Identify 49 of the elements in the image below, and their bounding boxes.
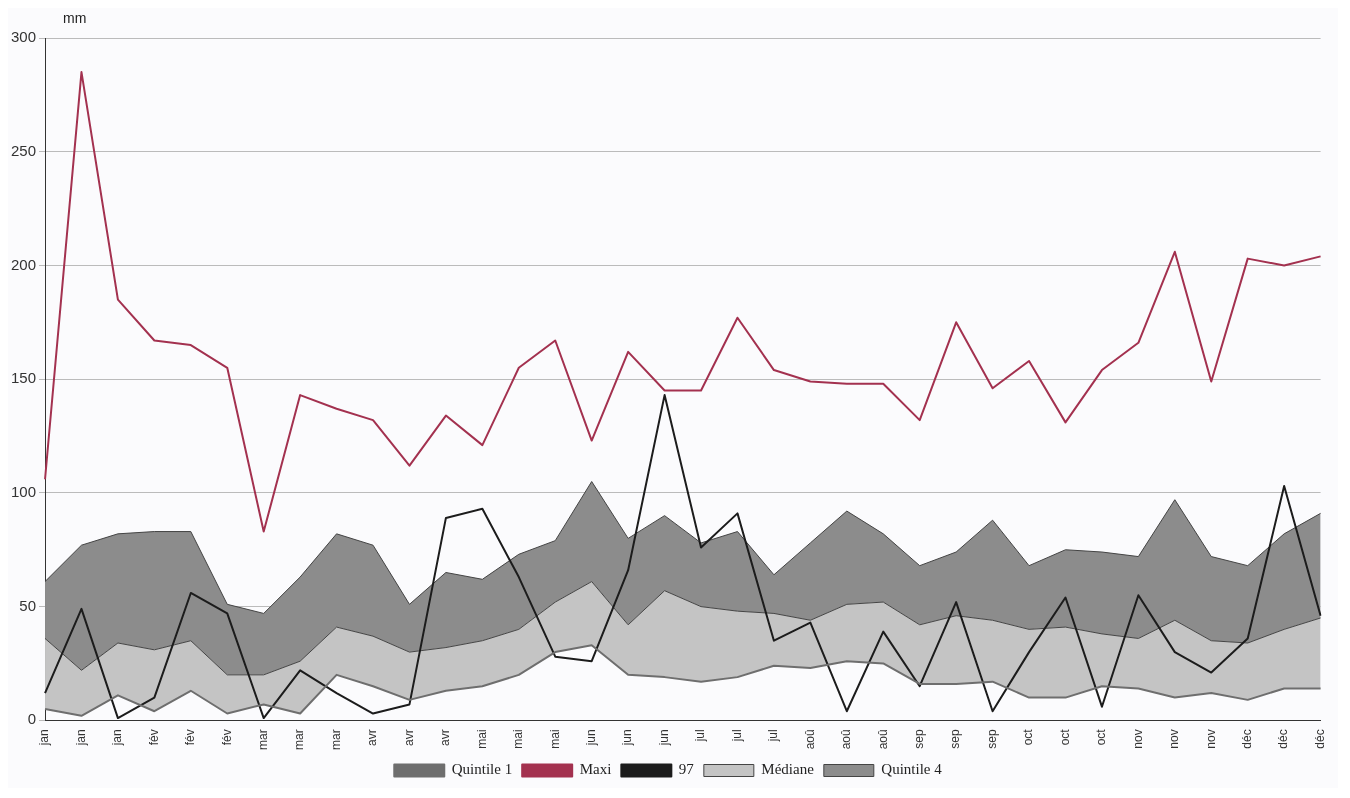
x-tick-label: jun [584, 729, 599, 747]
y-tick-label: 150 [11, 369, 37, 387]
y-tick-label: 200 [11, 255, 37, 273]
x-tick-label: jan [73, 729, 88, 747]
x-tick-label: nov [1167, 729, 1182, 749]
x-tick-label: avr [438, 729, 453, 747]
x-tick-label: oct [1057, 728, 1072, 746]
x-tick-label: avr [401, 729, 416, 747]
x-tick-label: aoû [802, 729, 817, 750]
legend-label: Maxi [579, 761, 612, 778]
x-tick-label: déc [1276, 729, 1291, 749]
x-tick-label: jun [620, 729, 635, 747]
x-tick-label: sep [912, 729, 927, 749]
x-tick-label: jan [37, 729, 52, 747]
x-tick-label: déc [1240, 729, 1255, 749]
x-tick-label: avr [365, 729, 380, 747]
x-tick-label: jul [766, 729, 781, 743]
y-tick-label: 100 [11, 483, 37, 501]
x-tick-label: déc [1312, 729, 1327, 749]
x-tick-label: oct [1021, 728, 1036, 746]
legend-label: 97 [678, 761, 695, 778]
x-tick-label: aoû [839, 729, 854, 750]
x-tick-label: jul [693, 729, 708, 743]
x-tick-label: mai [474, 729, 489, 749]
x-tick-label: sep [948, 729, 963, 749]
legend-label: Quintile 1 [451, 761, 513, 778]
y-tick-label: 300 [11, 28, 37, 46]
legend-label: Quintile 4 [881, 761, 943, 778]
y-axis-title: mm [63, 9, 87, 26]
x-tick-label: nov [1130, 729, 1145, 749]
x-tick-label: mai [547, 729, 562, 749]
y-tick-label: 50 [19, 596, 37, 614]
x-tick-label: fév [146, 729, 161, 746]
x-tick-label: jul [729, 729, 744, 743]
x-tick-label: sep [984, 729, 999, 749]
x-tick-label: aoû [875, 729, 890, 750]
x-tick-label: jan [110, 729, 125, 747]
x-tick-label: nov [1203, 729, 1218, 749]
x-tick-label: oct [1094, 728, 1109, 746]
x-tick-label: mar [328, 729, 343, 751]
x-tick-label: fév [183, 729, 198, 746]
x-tick-label: mar [292, 729, 307, 751]
x-tick-label: fév [219, 729, 234, 746]
y-tick-label: 250 [11, 141, 37, 159]
y-tick-label: 0 [27, 710, 37, 728]
legend-label: Médiane [761, 761, 815, 778]
x-tick-label: jun [656, 729, 671, 747]
x-tick-label: mai [511, 729, 526, 749]
x-tick-label: mar [256, 729, 271, 751]
